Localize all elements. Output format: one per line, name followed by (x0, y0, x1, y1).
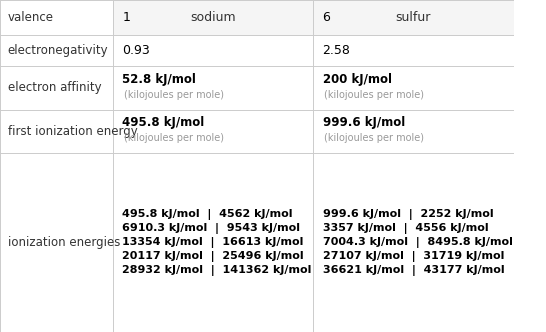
Text: sulfur: sulfur (396, 11, 431, 24)
Text: 495.8 kJ/mol  |  4562 kJ/mol: 495.8 kJ/mol | 4562 kJ/mol (122, 209, 293, 220)
Text: 0.93: 0.93 (122, 44, 150, 57)
Text: (kilojoules per mole): (kilojoules per mole) (124, 90, 224, 100)
Text: first ionization energy: first ionization energy (8, 124, 138, 138)
Text: electron affinity: electron affinity (8, 81, 102, 95)
Text: 13354 kJ/mol  |  16613 kJ/mol: 13354 kJ/mol | 16613 kJ/mol (122, 237, 304, 248)
Text: (kilojoules per mole): (kilojoules per mole) (124, 133, 224, 143)
Text: 200 kJ/mol: 200 kJ/mol (323, 73, 391, 86)
Bar (313, 0, 514, 35)
Text: 36621 kJ/mol  |  43177 kJ/mol: 36621 kJ/mol | 43177 kJ/mol (323, 265, 504, 276)
Text: 6910.3 kJ/mol  |  9543 kJ/mol: 6910.3 kJ/mol | 9543 kJ/mol (122, 223, 300, 234)
Text: 20117 kJ/mol  |  25496 kJ/mol: 20117 kJ/mol | 25496 kJ/mol (122, 251, 304, 262)
Text: 6: 6 (323, 11, 330, 24)
Text: electronegativity: electronegativity (8, 44, 108, 57)
Text: (kilojoules per mole): (kilojoules per mole) (324, 133, 424, 143)
Text: 999.6 kJ/mol: 999.6 kJ/mol (323, 116, 405, 129)
Text: valence: valence (8, 11, 54, 24)
Text: 52.8 kJ/mol: 52.8 kJ/mol (122, 73, 196, 86)
Text: 999.6 kJ/mol  |  2252 kJ/mol: 999.6 kJ/mol | 2252 kJ/mol (323, 209, 493, 220)
Text: 27107 kJ/mol  |  31719 kJ/mol: 27107 kJ/mol | 31719 kJ/mol (323, 251, 504, 262)
Text: (kilojoules per mole): (kilojoules per mole) (324, 90, 424, 100)
Text: 495.8 kJ/mol: 495.8 kJ/mol (122, 116, 204, 129)
Text: 1: 1 (122, 11, 130, 24)
Text: 28932 kJ/mol  |  141362 kJ/mol: 28932 kJ/mol | 141362 kJ/mol (122, 265, 312, 276)
Text: sodium: sodium (191, 11, 236, 24)
Text: 3357 kJ/mol  |  4556 kJ/mol: 3357 kJ/mol | 4556 kJ/mol (323, 223, 488, 234)
Text: 7004.3 kJ/mol  |  8495.8 kJ/mol: 7004.3 kJ/mol | 8495.8 kJ/mol (323, 237, 512, 248)
Text: ionization energies: ionization energies (8, 236, 120, 249)
Bar (113, 0, 313, 35)
Text: 2.58: 2.58 (323, 44, 351, 57)
